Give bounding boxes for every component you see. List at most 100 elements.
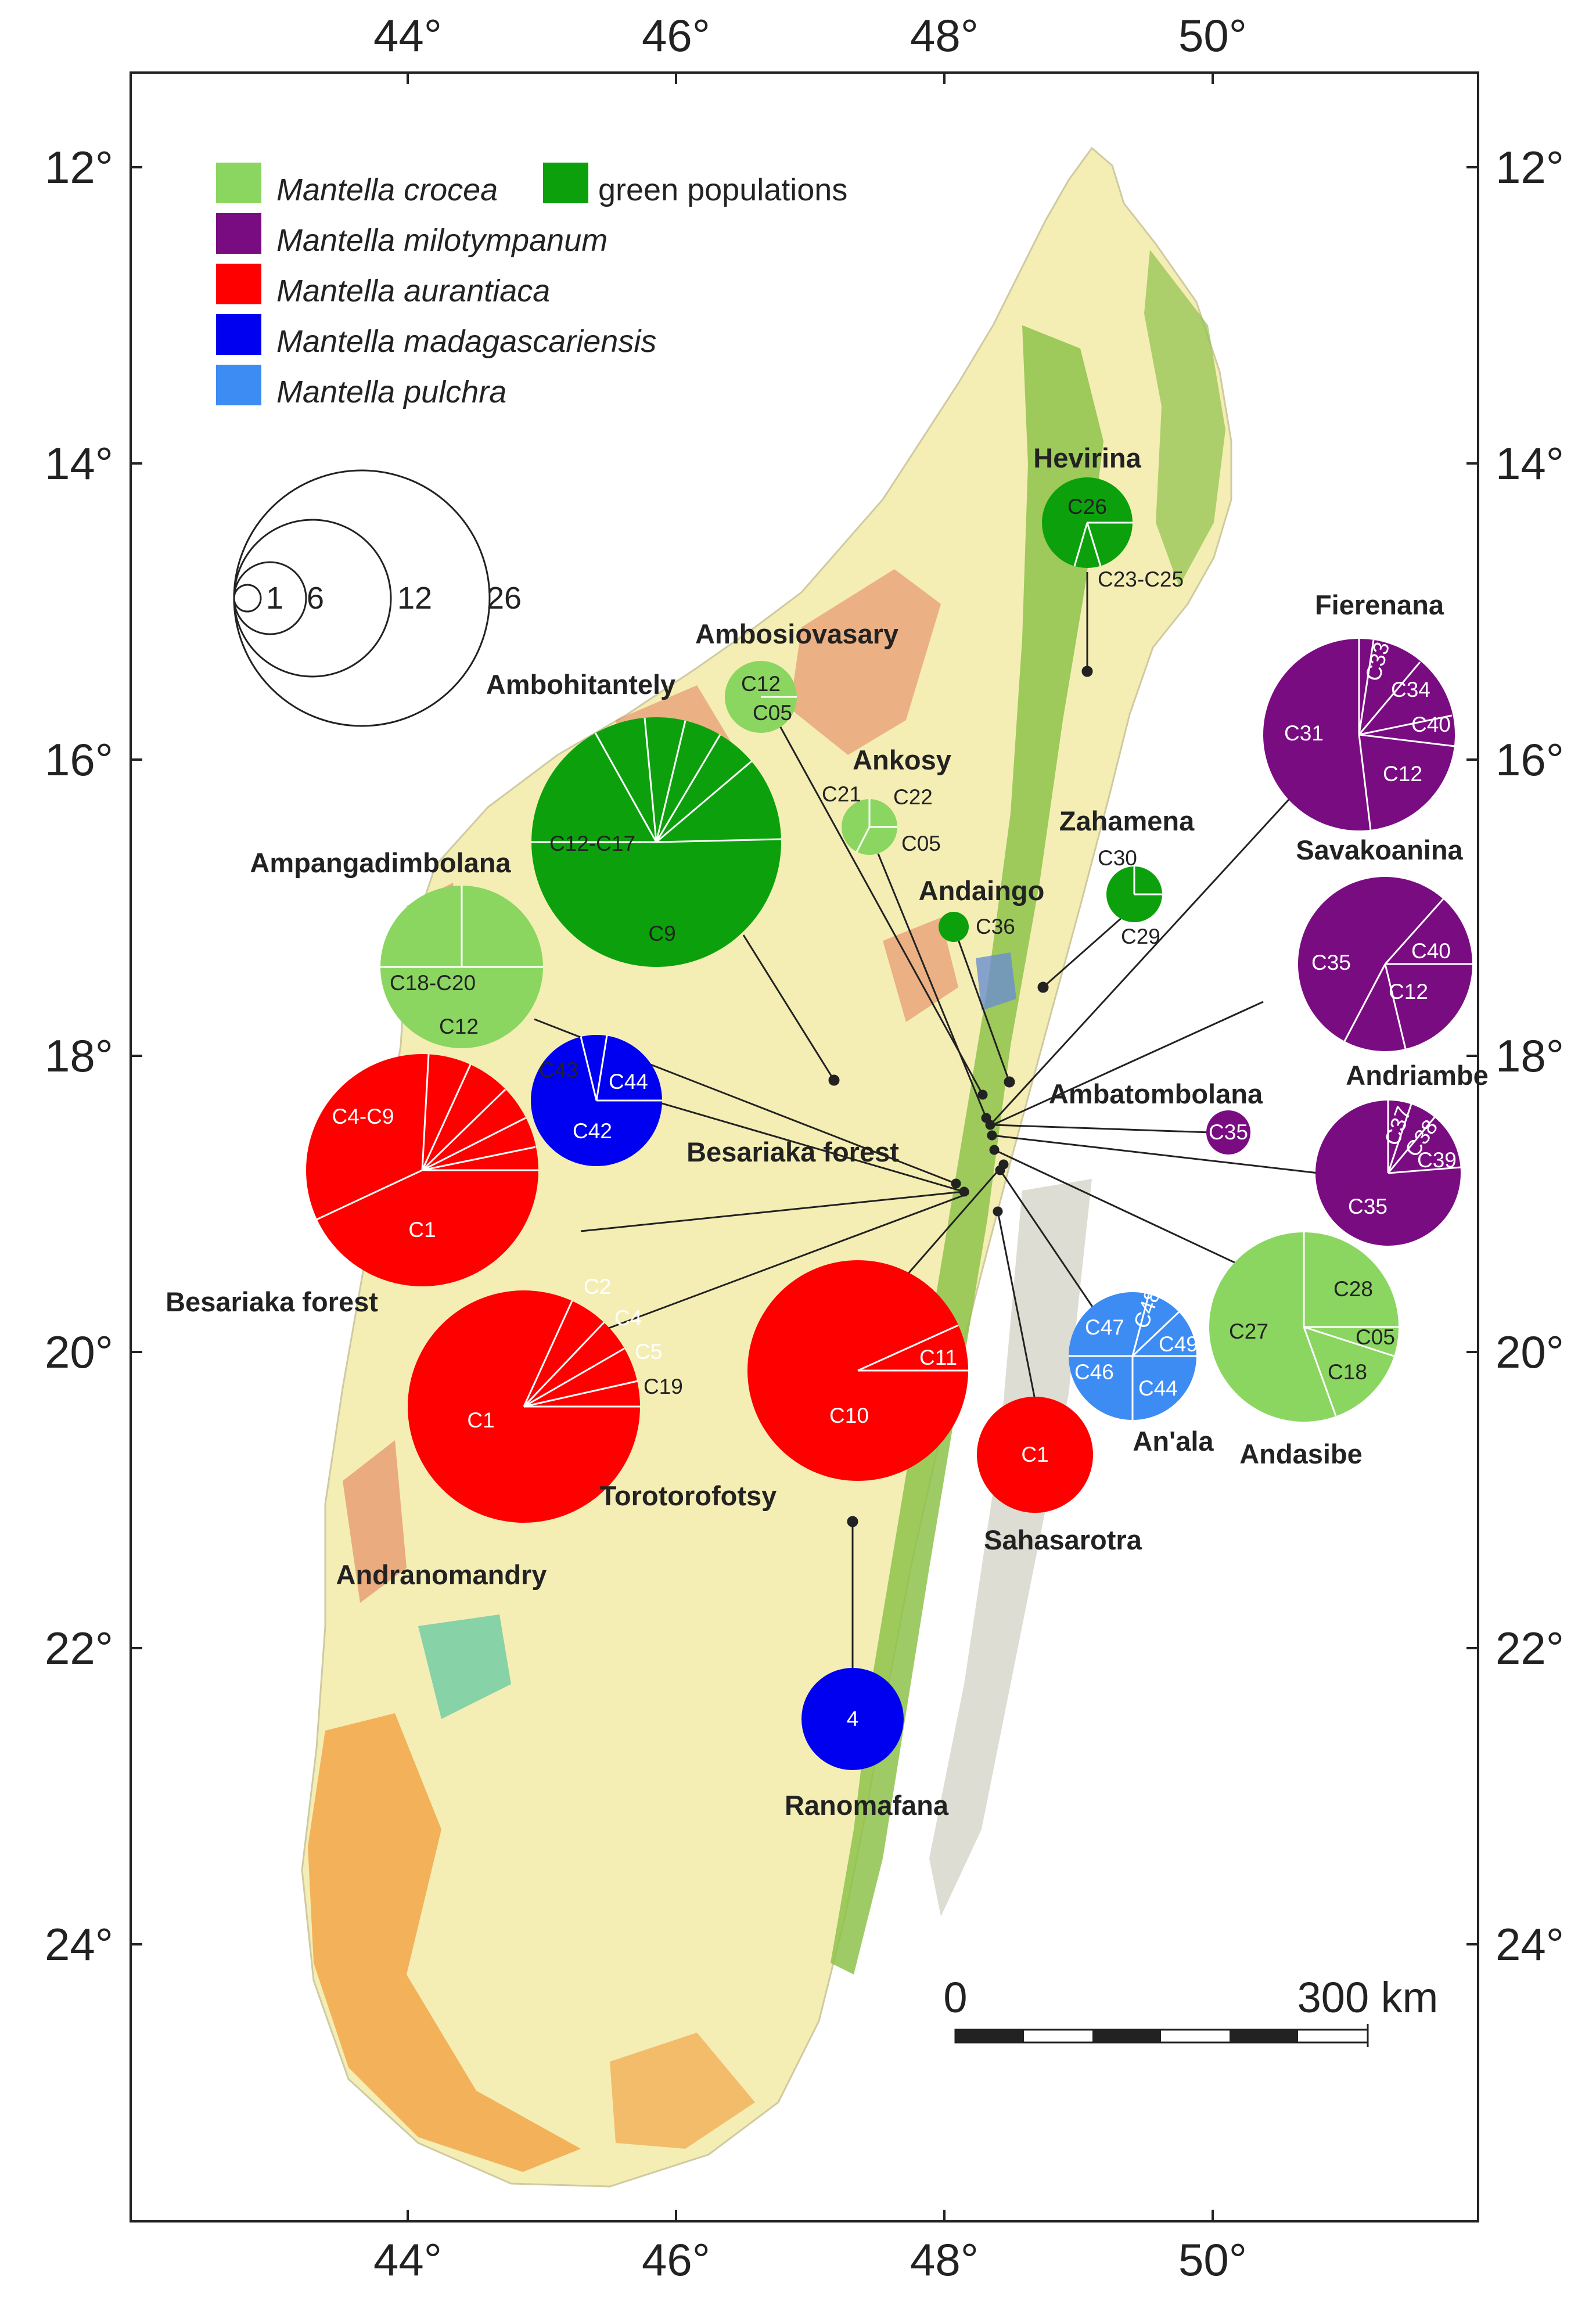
hap-label: C30 [1098, 846, 1137, 870]
size-legend-1: 1 [266, 581, 283, 616]
pie-ampangadimbolana: C18-C20 C12 [380, 886, 543, 1048]
pie-andasibe: C28 C27 C05 C18 [1209, 1232, 1399, 1422]
species-legend: Mantella crocea green populations Mantel… [216, 163, 847, 409]
pie-andranomandry: C11 C10 [747, 1260, 968, 1481]
hap-label: 4 [847, 1707, 859, 1731]
hap-label: C18-C20 [390, 971, 476, 995]
left-lat-label: 16° [45, 734, 113, 785]
bottom-lon-label: 48° [910, 2234, 979, 2285]
left-lat-label: 24° [45, 1919, 113, 1970]
hap-label: C12-C17 [549, 832, 635, 855]
pie-besariaka-red: C4-C9 C1 [306, 1053, 538, 1286]
pie-an-ala: C47 C48 C49 C46 C44 [1069, 1286, 1198, 1420]
right-lat-label: 24° [1496, 1919, 1564, 1970]
hap-label: C12 [741, 672, 781, 696]
hap-label: C21 [822, 782, 861, 806]
scale-start-label: 0 [943, 1973, 967, 2022]
pie-andriambe: C37 C38 C39 C35 [1315, 1101, 1461, 1246]
right-lat-label: 16° [1496, 734, 1564, 785]
hap-label: C44 [609, 1070, 648, 1094]
legend-swatch-crocea [216, 163, 261, 203]
hap-label: C4 [614, 1306, 642, 1330]
site-label-an-ala: An'ala [1133, 1426, 1214, 1457]
bottom-lon-label: 50° [1178, 2234, 1247, 2285]
site-label-torotorofotsy: Torotorofotsy [600, 1480, 777, 1511]
legend-label-milotympanum: Mantella milotympanum [276, 223, 608, 258]
hap-label: C10 [829, 1404, 869, 1427]
hap-label: C39 [1417, 1148, 1457, 1172]
hap-label: C31 [1284, 721, 1324, 745]
hap-label: C29 [1121, 925, 1160, 948]
left-lat-label: 12° [45, 142, 113, 193]
legend-swatch-green [543, 163, 588, 203]
hap-label: C23-C25 [1098, 567, 1184, 591]
pie-hevirina: C26 C23-C25 [1042, 477, 1184, 591]
hap-label: C35 [1348, 1195, 1387, 1218]
hap-label: C1 [1021, 1443, 1048, 1466]
hap-label: C27 [1229, 1319, 1268, 1343]
hap-label: C05 [753, 701, 792, 725]
hap-label: C4-C9 [332, 1105, 394, 1128]
site-label-andriambe: Andriambe [1346, 1060, 1489, 1091]
site-label-ambosiovasary: Ambosiovasary [695, 618, 898, 649]
legend-swatch-pulchra [216, 365, 261, 405]
site-label-ranomafana: Ranomafana [785, 1790, 949, 1821]
site-label-andaingo: Andaingo [919, 875, 1045, 906]
site-label-ambohitantely: Ambohitantely [486, 669, 675, 700]
vegetation-overlay [308, 250, 1225, 2172]
pie-torotorofotsy: C2 C4 C5 C19 C1 [408, 1275, 683, 1523]
hap-label: C35 [1209, 1120, 1248, 1144]
site-label-besariaka-1: Besariaka forest [166, 1286, 378, 1317]
pie-savakoanina: C35 C40 C12 [1298, 877, 1472, 1051]
site-label-sahasarotra: Sahasarotra [984, 1524, 1142, 1555]
scale-end-label: 300 km [1297, 1973, 1439, 2022]
hap-label: C12 [439, 1015, 479, 1038]
hap-label: C26 [1067, 495, 1107, 519]
size-legend-6: 6 [307, 581, 324, 616]
site-label-ambatombolana: Ambatombolana [1049, 1078, 1263, 1109]
hap-label: C19 [644, 1375, 683, 1398]
pie-andaingo: C36 [939, 912, 1015, 942]
hap-label: C22 [893, 785, 933, 809]
madagascar-landmass [301, 146, 1232, 2188]
site-label-andranomandry: Andranomandry [336, 1559, 547, 1590]
hap-label: C44 [1138, 1376, 1178, 1400]
site-label-hevirina: Hevirina [1033, 443, 1141, 473]
hap-label: C40 [1411, 713, 1451, 736]
hap-label: C46 [1074, 1360, 1114, 1384]
left-lat-label: 22° [45, 1623, 113, 1674]
right-lat-label: 22° [1496, 1623, 1564, 1674]
legend-swatch-milotympanum [216, 213, 261, 254]
size-legend-26: 26 [487, 581, 522, 616]
bottom-lon-label: 46° [642, 2234, 710, 2285]
legend-swatch-madagascariensis [216, 314, 261, 355]
hap-label: C34 [1391, 678, 1430, 702]
hap-label: C49 [1159, 1332, 1198, 1356]
top-lon-label: 46° [642, 10, 710, 61]
pie-zahamena: C30 C29 [1098, 846, 1162, 948]
legend-label-aurantiaca: Mantella aurantiaca [276, 274, 550, 308]
hap-label: C35 [1311, 951, 1351, 974]
site-label-besariaka-2: Besariaka forest [686, 1137, 899, 1167]
hap-label: C5 [635, 1340, 662, 1364]
site-label-andasibe: Andasibe [1239, 1439, 1363, 1469]
coordinate-labels: 44° 46° 48° 50° 44° 46° 48° 50° 12° 14° … [45, 10, 1564, 2285]
hap-label: C2 [584, 1275, 611, 1299]
hap-label: C28 [1333, 1277, 1373, 1301]
top-lon-label: 50° [1178, 10, 1247, 61]
pie-ambatombolana: C35 [1206, 1110, 1250, 1155]
site-label-zahamena: Zahamena [1059, 805, 1195, 836]
legend-label-crocea: Mantella crocea [276, 172, 498, 207]
top-lon-label: 44° [373, 10, 442, 61]
pie-besariaka-blue: C43 C44 C42 [531, 1035, 662, 1166]
hap-label: C18 [1328, 1360, 1367, 1384]
hap-label: C11 [919, 1346, 957, 1369]
pie-ambosiovasary: C12 C05 [725, 661, 797, 733]
frame-ticks [131, 73, 1478, 2221]
pie-ambohitantely: C12-C17 C9 [531, 717, 782, 967]
pie-sahasarotra: C1 [977, 1397, 1093, 1513]
hap-label: C36 [976, 915, 1015, 938]
top-lon-label: 48° [910, 10, 979, 61]
